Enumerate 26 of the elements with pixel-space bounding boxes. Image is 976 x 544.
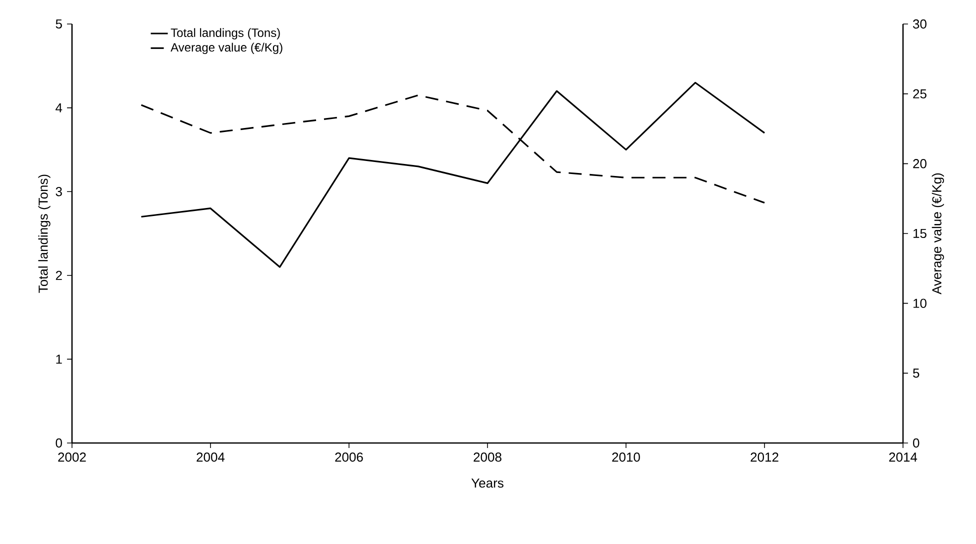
y2-tick-label: 0: [913, 438, 920, 448]
x-tick-label: 2014: [889, 452, 918, 462]
x-tick-label: 2008: [474, 452, 502, 462]
y-tick-label: 5: [56, 19, 62, 29]
y2-tick-label: 15: [913, 228, 926, 238]
x-tick-label: 2004: [196, 452, 225, 462]
y2-tick-label: 5: [913, 368, 920, 378]
legend-label: Average value (€/Kg): [170, 42, 282, 54]
y-axis-title: Total landings (Tons): [38, 174, 50, 293]
x-tick-label: 2012: [750, 452, 778, 462]
y-tick-label: 0: [56, 438, 62, 448]
x-tick-label: 2006: [335, 452, 363, 462]
legend-label: Total landings (Tons): [170, 28, 280, 40]
y2-tick-label: 25: [913, 89, 926, 98]
y2-tick-label: 10: [913, 298, 926, 308]
y-tick-label: 3: [56, 186, 62, 196]
y2-axis-title: Average value (€/Kg): [932, 173, 944, 294]
y-tick-label: 1: [56, 354, 62, 364]
y2-tick-label: 30: [913, 19, 926, 29]
y-tick-label: 2: [56, 270, 62, 280]
x-tick-label: 2002: [58, 452, 86, 462]
line-series: [140, 82, 766, 268]
x-axis-title: Years: [471, 478, 504, 488]
x-tick-label: 2010: [612, 452, 640, 462]
y-tick-label: 4: [56, 103, 62, 112]
y2-tick-label: 20: [913, 159, 926, 168]
